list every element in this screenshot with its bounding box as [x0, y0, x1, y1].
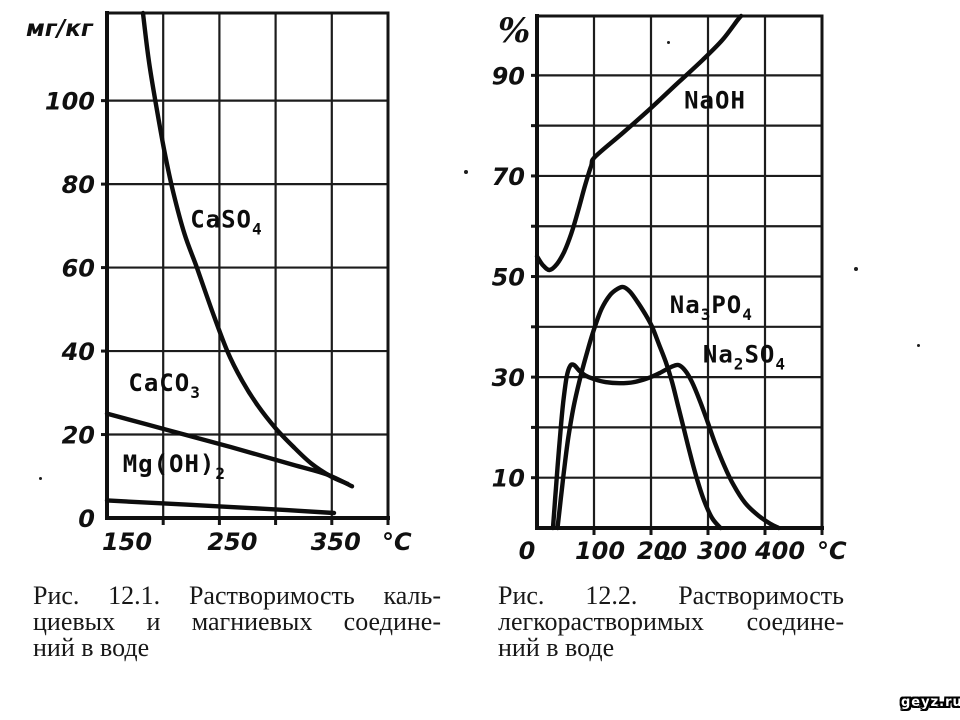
- series-Na3PO4: [555, 284, 723, 531]
- series-Mg(OH)2: [104, 498, 337, 516]
- y-tick-label: 50: [492, 264, 525, 292]
- watermark: geyz.ru: [901, 695, 960, 710]
- caption-line: Рис. 12.1. Растворимость каль-: [33, 581, 441, 610]
- scan-speck: [917, 344, 920, 347]
- series-label-Na2SO4: Na2SO4: [703, 341, 786, 374]
- y-tick-label: 90: [492, 62, 525, 90]
- y-axis-title: %: [498, 11, 530, 51]
- caption-line: циевых и магниевых соедине-: [33, 607, 441, 636]
- series-label-NaOH: NaOH: [684, 87, 746, 115]
- x-axis-unit: °C: [382, 528, 412, 556]
- series-NaOH: [534, 13, 744, 273]
- y-tick-label: 70: [492, 163, 525, 191]
- figure-12-2-caption: Рис. 12.2. Растворимость легкорастворимы…: [498, 583, 844, 661]
- figure-12-2-chart: 0 100 200 300 400 °C 10 30 50 70 90% NaOH Na3PO4 Na2S…: [492, 11, 847, 565]
- scan-speck: [667, 41, 670, 44]
- scan-speck: [664, 557, 672, 560]
- caption-line: легкорастворимых соедине-: [498, 607, 844, 636]
- y-tick-label: 60: [62, 255, 95, 283]
- x-axis-unit: °C: [817, 537, 847, 565]
- y-tick-label: 80: [62, 171, 95, 199]
- series-CaCO3: [104, 411, 355, 489]
- caption-line: Рис. 12.2. Растворимость: [498, 581, 844, 610]
- y-tick-label: 0: [78, 505, 95, 533]
- x-tick-label: 350: [311, 528, 361, 556]
- x-tick-label: 200: [637, 537, 687, 565]
- y-tick-label: 20: [62, 422, 95, 450]
- series-CaSO4: [140, 10, 350, 486]
- scan-speck: [464, 170, 468, 174]
- y-tick-label: 100: [45, 88, 95, 116]
- x-tick-label: 300: [697, 537, 747, 565]
- y-tick-label: 40: [61, 338, 95, 366]
- caption-line: ний в воде: [498, 633, 615, 662]
- series-label-CaSO4: CaSO4: [190, 206, 262, 239]
- x-tick-label: 400: [754, 537, 805, 565]
- x-tick-label: 0: [519, 537, 536, 565]
- y-axis-title: мг/кг: [26, 16, 94, 42]
- x-tick-label: 150: [102, 528, 152, 556]
- series-label-Mg(OH)2: Mg(OH)2: [123, 450, 226, 483]
- scan-speck: [854, 267, 858, 271]
- y-tick-label: 10: [492, 465, 525, 493]
- x-tick-label: 250: [207, 528, 257, 556]
- caption-line: ний в воде: [33, 633, 150, 662]
- series-label-Na3PO4: Na3PO4: [670, 291, 753, 324]
- scan-speck: [39, 477, 42, 480]
- figure-12-1-chart: 150 250 350 °C 0 20 40 60 80 100 мг/кг CaSO4 CaCO3 Mg…: [26, 10, 412, 556]
- x-tick-label: 100: [575, 537, 625, 565]
- series-Na2SO4: [550, 362, 781, 531]
- figure-12-1-caption: Рис. 12.1. Растворимость каль- циевых и …: [33, 583, 441, 661]
- series-label-CaCO3: CaCO3: [128, 369, 200, 402]
- y-tick-label: 30: [492, 364, 525, 392]
